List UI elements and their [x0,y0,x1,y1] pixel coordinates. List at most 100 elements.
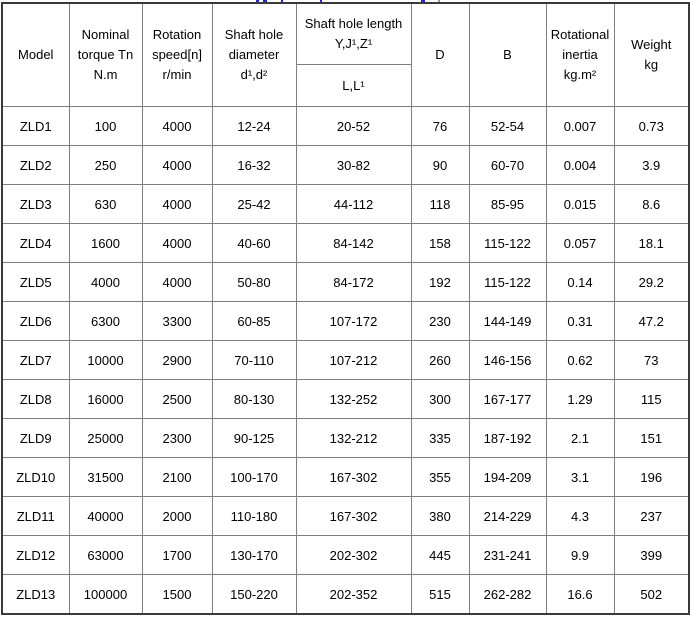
cell-b: 52-54 [468,106,547,146]
cell-model: ZLD13 [1,574,70,615]
cell-model: ZLD9 [1,418,70,458]
cell-shaft-hole-length: 202-302 [295,535,412,575]
cell-weight: 73 [613,340,690,380]
header-shaft-hole-length: Shaft hole length Y,J¹,Z¹ [295,2,412,65]
table-row: ZLD7 10000 2900 70-110 107-212 260 146-156 0.62… [1,340,690,380]
cell-nominal-torque: 63000 [68,535,143,575]
cell-weight: 3.9 [613,145,690,185]
cell-shaft-hole-diameter: 80-130 [211,379,297,419]
cell-b: 60-70 [468,145,547,185]
header-shaft-hole-diameter: Shaft hole diameter d¹,d² [211,2,297,107]
cell-shaft-hole-length: 84-172 [295,262,412,302]
cell-shaft-hole-diameter: 50-80 [211,262,297,302]
cell-shaft-hole-diameter: 130-170 [211,535,297,575]
cell-d: 515 [410,574,470,615]
cell-model: ZLD12 [1,535,70,575]
cell-rotational-inertia: 1.29 [545,379,615,419]
cell-model: ZLD7 [1,340,70,380]
cell-rotational-inertia: 9.9 [545,535,615,575]
cell-nominal-torque: 250 [68,145,143,185]
header-weight: Weight kg [613,2,690,107]
header-b: B [468,2,547,107]
cell-rotation-speed: 2500 [141,379,213,419]
cell-shaft-hole-diameter: 12-24 [211,106,297,146]
cell-weight: 47.2 [613,301,690,341]
cell-rotation-speed: 3300 [141,301,213,341]
cell-weight: 18.1 [613,223,690,263]
header-row-1: Model Nominal torque Tn N.m Rotation spe… [1,2,690,107]
cell-rotation-speed: 4000 [141,106,213,146]
cell-d: 230 [410,301,470,341]
cell-shaft-hole-length: 107-212 [295,340,412,380]
cell-b: 187-192 [468,418,547,458]
cell-rotational-inertia: 0.62 [545,340,615,380]
cell-nominal-torque: 100 [68,106,143,146]
cell-weight: 196 [613,457,690,497]
cell-nominal-torque: 4000 [68,262,143,302]
cell-rotation-speed: 1700 [141,535,213,575]
cell-shaft-hole-diameter: 40-60 [211,223,297,263]
cell-d: 158 [410,223,470,263]
cell-nominal-torque: 1600 [68,223,143,263]
cell-rotational-inertia: 0.14 [545,262,615,302]
cell-rotation-speed: 2000 [141,496,213,536]
table-row: ZLD5 4000 4000 50-80 84-172 192 115-122 0.14 29.… [1,262,690,302]
cell-rotation-speed: 4000 [141,223,213,263]
cell-nominal-torque: 40000 [68,496,143,536]
cell-nominal-torque: 100000 [68,574,143,615]
cell-d: 445 [410,535,470,575]
cell-b: 231-241 [468,535,547,575]
cell-nominal-torque: 6300 [68,301,143,341]
cell-shaft-hole-diameter: 16-32 [211,145,297,185]
cell-d: 192 [410,262,470,302]
table-row: ZLD13 100000 1500 150-220 202-352 515 262-282 1… [1,574,690,615]
cell-weight: 502 [613,574,690,615]
cell-shaft-hole-diameter: 90-125 [211,418,297,458]
cell-d: 76 [410,106,470,146]
cell-d: 335 [410,418,470,458]
cell-rotational-inertia: 0.015 [545,184,615,224]
cell-b: 115-122 [468,262,547,302]
cell-d: 260 [410,340,470,380]
cell-model: ZLD11 [1,496,70,536]
cell-shaft-hole-length: 132-252 [295,379,412,419]
cell-d: 380 [410,496,470,536]
table-row: ZLD10 31500 2100 100-170 167-302 355 194-209 3.… [1,457,690,497]
cell-rotation-speed: 2900 [141,340,213,380]
cell-d: 90 [410,145,470,185]
cell-shaft-hole-length: 30-82 [295,145,412,185]
cell-nominal-torque: 630 [68,184,143,224]
cell-b: 144-149 [468,301,547,341]
cell-rotation-speed: 1500 [141,574,213,615]
cell-d: 300 [410,379,470,419]
table-row: ZLD3 630 4000 25-42 44-112 118 85-95 0.015 8.6 [1,184,690,224]
cell-b: 262-282 [468,574,547,615]
cell-weight: 29.2 [613,262,690,302]
cell-b: 146-156 [468,340,547,380]
cell-b: 115-122 [468,223,547,263]
table-row: ZLD4 1600 4000 40-60 84-142 158 115-122 0.057 18… [1,223,690,263]
cell-rotational-inertia: 0.004 [545,145,615,185]
table-row: ZLD12 63000 1700 130-170 202-302 445 231-241 9.… [1,535,690,575]
cell-rotation-speed: 4000 [141,262,213,302]
cell-weight: 115 [613,379,690,419]
header-model: Model [1,2,70,107]
cell-b: 167-177 [468,379,547,419]
cell-shaft-hole-length: 44-112 [295,184,412,224]
cell-model: ZLD1 [1,106,70,146]
header-rotational-inertia: Rotational inertia kg.m² [545,2,615,107]
cell-weight: 0.73 [613,106,690,146]
cell-b: 194-209 [468,457,547,497]
cell-shaft-hole-diameter: 100-170 [211,457,297,497]
cell-model: ZLD8 [1,379,70,419]
cell-nominal-torque: 16000 [68,379,143,419]
header-shaft-hole-length-sub: L,L¹ [295,64,412,107]
cell-model: ZLD2 [1,145,70,185]
cell-rotational-inertia: 4.3 [545,496,615,536]
cell-rotation-speed: 4000 [141,184,213,224]
cell-weight: 8.6 [613,184,690,224]
cell-nominal-torque: 31500 [68,457,143,497]
cell-rotational-inertia: 0.057 [545,223,615,263]
